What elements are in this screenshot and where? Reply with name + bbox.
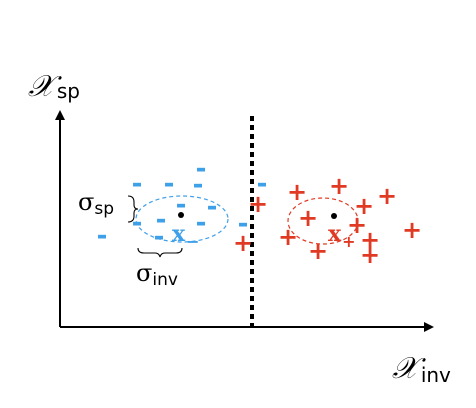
sigma-sp-main: σ <box>78 188 94 216</box>
negative-marker: - <box>154 222 165 252</box>
mean-positive-sub: + <box>342 232 355 251</box>
sigma-inv-label: σinv <box>136 259 178 290</box>
positive-markers: + + + + + + + + + + + + + <box>233 172 422 269</box>
negative-marker: - <box>257 169 268 199</box>
negative-marker: - <box>207 192 218 222</box>
sigma-sp-brace <box>127 195 139 223</box>
positive-marker: + <box>347 211 367 239</box>
negative-center-dot <box>178 212 184 218</box>
mean-negative-label: x− <box>172 221 200 251</box>
y-axis-title-sub: sp <box>57 79 80 103</box>
sigma-inv-brace <box>137 247 183 258</box>
positive-marker: + <box>287 178 307 206</box>
mean-negative-sub: − <box>186 232 199 251</box>
mean-positive-main: x <box>328 221 342 247</box>
positive-marker: + <box>354 192 374 220</box>
positive-marker: + <box>329 172 349 200</box>
positive-marker: + <box>278 223 298 251</box>
positive-marker: + <box>377 182 397 210</box>
positive-marker: + <box>308 237 328 265</box>
sigma-sp-label: σsp <box>78 188 114 219</box>
positive-center-dot <box>331 213 337 219</box>
negative-cluster-ellipse <box>135 195 229 243</box>
negative-markers: - - - - - - - - - - - - - <box>97 154 268 252</box>
positive-marker: + <box>233 229 253 257</box>
sigma-sp-sub: sp <box>94 199 114 219</box>
positive-marker: + <box>360 241 380 269</box>
positive-cluster-ellipse <box>287 197 359 245</box>
negative-marker: - <box>193 170 204 200</box>
negative-marker: - <box>97 221 108 251</box>
negative-marker: - <box>196 208 207 238</box>
mean-positive-label: x+ <box>328 221 356 251</box>
sigma-inv-sub: inv <box>152 270 178 290</box>
mean-negative-main: x <box>172 221 186 247</box>
positive-marker: + <box>360 226 380 254</box>
negative-marker: - <box>132 208 143 238</box>
x-axis-title-sub: inv <box>421 363 451 387</box>
negative-marker: - <box>196 154 207 184</box>
negative-marker: - <box>132 169 143 199</box>
sigma-inv-main: σ <box>136 259 152 287</box>
positive-marker: + <box>402 216 422 244</box>
positive-marker: + <box>298 204 318 232</box>
negative-marker: - <box>238 209 249 239</box>
negative-marker: - <box>164 169 175 199</box>
negative-marker: - <box>156 205 167 235</box>
negative-marker: - <box>176 190 187 220</box>
positive-marker: + <box>248 190 268 218</box>
